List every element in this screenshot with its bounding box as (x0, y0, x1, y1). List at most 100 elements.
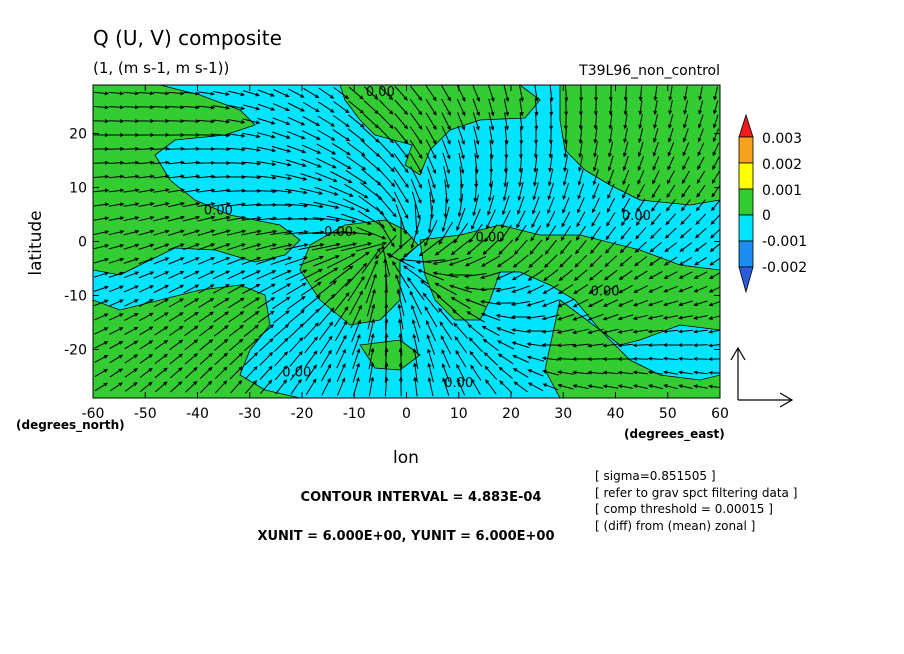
wind-vector (438, 307, 454, 326)
wind-vector (124, 313, 139, 321)
wind-vector (318, 101, 335, 113)
wind-vector (556, 343, 575, 348)
wind-vector (623, 127, 628, 144)
wind-vector (138, 271, 155, 279)
wind-vector (648, 300, 664, 307)
wind-vector (681, 184, 691, 198)
wind-vector (169, 367, 183, 379)
wind-vector (432, 271, 459, 278)
y-tick-label: 20 (69, 127, 87, 143)
wind-vector (154, 312, 169, 322)
wind-vector (94, 327, 109, 335)
wind-vector (393, 179, 409, 204)
wind-vector (168, 91, 185, 96)
wind-vector (212, 284, 230, 294)
wind-vector (301, 295, 321, 311)
wind-vector (575, 225, 586, 241)
wind-vector (708, 286, 720, 293)
wind-vector (123, 285, 140, 293)
wind-vector (93, 146, 110, 151)
wind-vector (138, 243, 155, 250)
wind-vector (139, 340, 154, 350)
wind-vector (608, 85, 613, 102)
wind-vector (153, 285, 170, 293)
wind-vector (378, 113, 394, 129)
wind-vector (487, 195, 495, 216)
wind-vector (109, 299, 124, 307)
wind-vector (573, 284, 589, 295)
wind-vector (273, 337, 289, 352)
x-tick-label: 10 (450, 406, 468, 422)
wind-vector (410, 217, 421, 250)
colorbar-label: 0.002 (762, 157, 802, 173)
wind-vector (588, 269, 603, 281)
wind-vector (590, 240, 602, 254)
wind-vector (589, 255, 603, 268)
wind-vector (378, 127, 395, 144)
wind-vector (623, 85, 628, 102)
wind-vector (312, 242, 341, 251)
wind-vector (482, 239, 499, 255)
wind-vector (245, 379, 258, 394)
wind-vector (677, 329, 694, 334)
wind-vector (153, 202, 170, 208)
wind-vector (712, 142, 720, 157)
x-tick-label: 60 (711, 406, 729, 422)
wind-vector (182, 243, 200, 251)
wind-vector (562, 197, 570, 214)
wind-vector (332, 128, 351, 142)
wind-vector (519, 85, 524, 103)
y-tick-label: -10 (64, 288, 87, 304)
wind-vector (479, 271, 502, 279)
y-axis: -20 -10 0 10 20 (64, 127, 720, 358)
wind-vector (541, 356, 560, 361)
wind-vector (587, 357, 604, 362)
wind-vector (285, 188, 308, 195)
wind-vector (606, 197, 616, 213)
wind-vector (472, 194, 479, 217)
wind-vector (694, 227, 707, 239)
wind-vector (199, 339, 214, 351)
wind-vector (318, 87, 335, 99)
x-tick-label: 30 (554, 406, 572, 422)
wind-vector (153, 146, 170, 151)
wind-vector (711, 170, 720, 184)
x-tick-label: 0 (402, 406, 411, 422)
x-tick-label: -10 (343, 406, 366, 422)
wind-vector (184, 339, 199, 351)
wind-vector (356, 226, 387, 240)
wind-vector (304, 336, 319, 354)
wind-vector (270, 256, 293, 265)
wind-vector (678, 300, 693, 306)
wind-vector (302, 130, 321, 140)
wind-vector (93, 244, 110, 250)
wind-vector (578, 155, 584, 172)
wind-vector (123, 160, 140, 165)
vector-field (93, 85, 720, 397)
wind-vector (348, 100, 365, 114)
chart-subtitle: (1, (m s-1, m s-1)) (93, 59, 229, 77)
wind-vector (468, 337, 483, 353)
wind-vector (548, 140, 553, 159)
wind-vector (487, 85, 495, 103)
wind-vector (588, 284, 603, 294)
wind-vector (608, 99, 613, 116)
wind-vector (465, 298, 486, 308)
wind-vector (574, 254, 588, 268)
wind-vector (632, 384, 649, 389)
wind-vector (417, 269, 444, 281)
wind-vector (347, 275, 365, 302)
wind-vector (634, 241, 647, 253)
wind-vector (618, 270, 633, 280)
wind-vector (347, 114, 365, 128)
wind-vector (139, 312, 154, 322)
wind-vector (123, 105, 140, 110)
wind-vector (153, 298, 169, 308)
plot-area: 0.00 0.00 0.00 0.00 0.00 0.00 0.00 0.00 (93, 85, 720, 398)
wind-vector (315, 280, 337, 298)
wind-vector (303, 87, 320, 99)
wind-vector (683, 114, 689, 129)
wind-vector (571, 343, 589, 348)
wind-vector (662, 300, 679, 307)
wind-vector (364, 259, 378, 290)
